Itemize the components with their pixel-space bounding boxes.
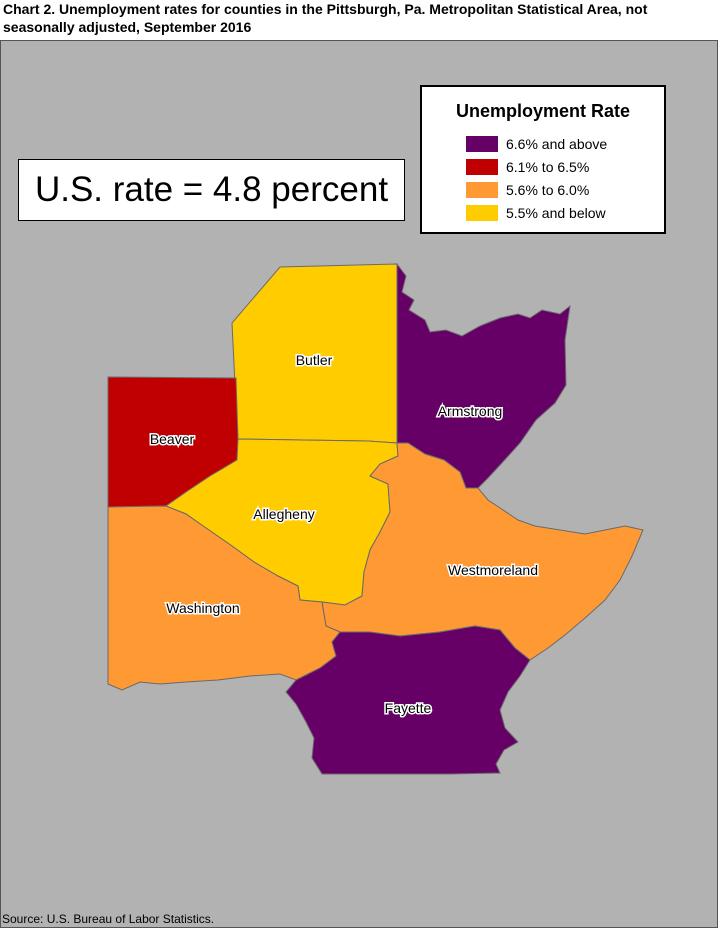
us-rate-box: U.S. rate = 4.8 percent bbox=[18, 159, 405, 221]
label-butler: Butler bbox=[296, 352, 333, 368]
county-fayette[interactable] bbox=[285, 625, 531, 775]
source-note: Source: U.S. Bureau of Labor Statistics. bbox=[2, 912, 215, 926]
label-fayette: Fayette bbox=[385, 700, 432, 716]
legend-label: 5.5% and below bbox=[506, 205, 606, 221]
legend-swatch bbox=[466, 205, 498, 221]
label-beaver: Beaver bbox=[150, 431, 195, 447]
county-westmoreland[interactable] bbox=[321, 442, 644, 661]
legend-title: Unemployment Rate bbox=[455, 101, 631, 121]
legend-swatch bbox=[466, 159, 498, 175]
legend-item: 5.5% and below bbox=[466, 204, 606, 222]
label-westmoreland: Westmoreland bbox=[448, 562, 538, 578]
legend-label: 6.1% to 6.5% bbox=[506, 159, 590, 175]
label-allegheny: Allegheny bbox=[253, 506, 315, 522]
legend-item: 5.6% to 6.0% bbox=[466, 181, 589, 199]
legend-item: 6.1% to 6.5% bbox=[466, 158, 589, 176]
chart-title: Chart 2. Unemployment rates for counties… bbox=[3, 1, 648, 35]
legend-label: 6.6% and above bbox=[506, 136, 608, 152]
label-armstrong: Armstrong bbox=[438, 403, 503, 419]
legend-swatch bbox=[466, 182, 498, 198]
legend-label: 5.6% to 6.0% bbox=[506, 182, 590, 198]
legend: Unemployment Rate 6.6% and above 6.1% to… bbox=[420, 85, 666, 234]
legend-item: 6.6% and above bbox=[466, 135, 607, 153]
legend-swatch bbox=[466, 136, 498, 152]
label-washington: Washington bbox=[166, 600, 239, 616]
